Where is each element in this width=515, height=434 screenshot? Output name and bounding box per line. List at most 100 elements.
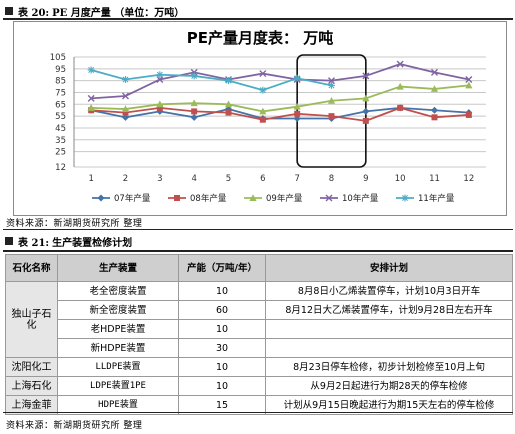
data-point [396, 82, 404, 90]
y-tick-label: 45 [55, 124, 66, 134]
data-point [328, 81, 335, 89]
data-point [465, 111, 472, 118]
data-point [156, 100, 164, 108]
x-tick-label: 6 [260, 174, 265, 184]
table-row: 上海金菲 HDPE装置 15 计划从9月15日晚起进行为期15天左右的停车检修 [5, 395, 513, 415]
source-note-1: 资料来源：新湖期货研究所 整理 [6, 219, 143, 229]
data-point [156, 71, 164, 79]
data-point [122, 75, 129, 83]
data-point [97, 194, 105, 202]
data-point [431, 114, 438, 121]
data-point [465, 75, 473, 83]
caption-label: 表 20: [18, 7, 50, 19]
series-line [91, 106, 469, 122]
data-point [294, 110, 301, 117]
plan-cell: 8月23日停车检修，初步计划检修至10月上旬 [265, 357, 513, 377]
plan-cell: 8月12日大乙烯装置停车，计划9月28日左右开车 [265, 300, 513, 320]
data-point [191, 108, 198, 115]
plant-name: 上海石化 [5, 376, 58, 396]
device-cell: 新全密度装置 [57, 300, 179, 320]
chart-series [87, 60, 473, 124]
device-cell: LDPE装置1PE [57, 376, 179, 396]
legend-label: 07年产量 [114, 193, 151, 204]
x-tick-label: 3 [157, 174, 162, 184]
data-point [259, 107, 267, 115]
x-tick-label: 2 [123, 174, 128, 184]
caption-title: PE 月度产量 （单位：万吨） [52, 7, 185, 19]
figure-caption-21: 表 21: 生产装置检修计划 [5, 234, 133, 249]
data-point [122, 109, 129, 116]
caption-rule [3, 18, 513, 20]
y-tick-label: 55 [55, 112, 66, 122]
x-tick-label: 12 [463, 174, 474, 184]
data-point [328, 113, 335, 120]
device-cell: 老全密度装置 [57, 281, 179, 301]
data-point [225, 109, 232, 116]
y-tick-label: 35 [55, 136, 66, 146]
data-point [224, 100, 233, 108]
data-point [87, 66, 95, 74]
x-tick-label: 9 [363, 174, 368, 184]
data-point [190, 99, 198, 107]
plant-name: 沈阳化工 [5, 357, 58, 377]
capacity-cell: 60 [178, 300, 266, 320]
x-tick-label: 10 [395, 174, 406, 184]
x-tick-label: 8 [329, 174, 334, 184]
data-point [431, 106, 438, 114]
chart-title: PE产量月度表： 万吨 [187, 29, 333, 47]
device-cell: LLDPE装置 [57, 357, 179, 377]
plan-cell: 从9月2日起进行为期28天的停车检修 [265, 376, 513, 396]
data-point [401, 194, 409, 202]
x-tick-label: 7 [294, 174, 299, 184]
plan-cell [265, 338, 513, 358]
legend-label: 08年产量 [190, 193, 227, 204]
x-axis-ticks: 1 2 3 4 5 6 7 8 9 10 11 12 [88, 174, 474, 184]
capacity-cell: 10 [178, 319, 266, 339]
data-point [259, 116, 266, 123]
data-point [259, 86, 267, 94]
figure-caption-20: 表 20: PE 月度产量 （单位：万吨） [5, 4, 185, 19]
maintenance-plan-table: 石化名称 生产装置 产能（万吨/年） 安排计划 独山子石化 老全密度装置 10 … [5, 254, 513, 415]
series-line [91, 84, 469, 113]
data-point [293, 102, 301, 110]
source-rule-2 [3, 412, 513, 413]
data-point [174, 195, 180, 201]
capacity-cell: 10 [178, 376, 266, 396]
data-point [249, 194, 257, 201]
data-point [362, 72, 370, 80]
caption-title: 生产装置检修计划 [52, 237, 133, 249]
legend-label: 10年产量 [342, 193, 379, 204]
highlight-box [296, 54, 367, 168]
table-row: 沈阳化工 LLDPE装置 10 8月23日停车检修，初步计划检修至10月上旬 [5, 357, 513, 377]
data-point [190, 72, 198, 80]
x-tick-label: 11 [429, 174, 440, 184]
legend-item: 10年产量 [320, 193, 379, 204]
table-header-row: 石化名称 生产装置 产能（万吨/年） 安排计划 [5, 254, 513, 282]
table-row: 新全密度装置 60 8月12日大乙烯装置停车，计划9月28日左右开车 [6, 300, 513, 320]
table-row: 独山子石化 老全密度装置 10 8月8日小乙烯装置停车，计划10月3日开车 [5, 281, 513, 358]
data-point [362, 107, 370, 115]
table-row: 上海石化 LDPE装置1PE 10 从9月2日起进行为期28天的停车检修 [5, 376, 513, 396]
data-point [396, 60, 404, 68]
plant-name: 上海金菲 [5, 395, 58, 415]
data-point [325, 194, 333, 202]
source-rule-1 [3, 229, 513, 230]
data-point [362, 94, 370, 102]
x-tick-label: 1 [88, 174, 93, 184]
device-cell: HDPE装置 [57, 395, 179, 415]
plan-cell [265, 319, 513, 339]
data-point [431, 68, 438, 76]
table-row: 新HDPE装置 30 [6, 338, 513, 358]
series-group [87, 81, 473, 115]
y-tick-label: 85 [55, 77, 66, 87]
data-point [430, 85, 439, 92]
caption-square-icon [5, 7, 13, 15]
data-point [293, 74, 301, 82]
x-tick-label: 5 [226, 174, 231, 184]
data-point [225, 77, 232, 85]
data-point [156, 104, 163, 111]
caption-rule [3, 250, 513, 252]
data-point [87, 104, 95, 111]
